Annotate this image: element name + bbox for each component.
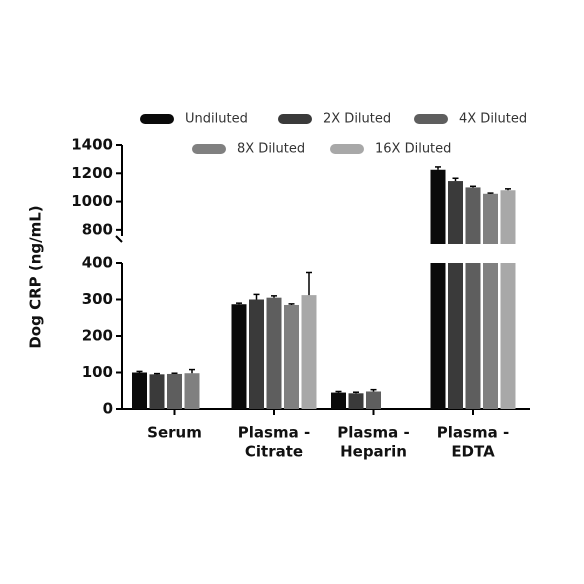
bar-upper [430, 169, 446, 244]
bar [430, 263, 446, 409]
legend-label: Undiluted [185, 112, 248, 127]
bar [465, 263, 481, 409]
bar [331, 392, 346, 409]
legend-label: 8X Diluted [237, 142, 305, 157]
legend-swatch [278, 114, 312, 124]
y-tick-label: 100 [82, 363, 113, 381]
y-tick-label: 1200 [71, 164, 113, 182]
legend-label: 2X Diluted [323, 112, 391, 127]
bar [500, 263, 516, 409]
axis-break [115, 235, 123, 243]
x-tick-label: Plasma - [337, 424, 409, 442]
legend-swatch [192, 144, 226, 154]
x-tick-label: Plasma - [437, 424, 509, 442]
legend-label: 4X Diluted [459, 112, 527, 127]
bar-upper [483, 193, 498, 244]
x-tick-label: Serum [147, 424, 202, 442]
bar [167, 373, 182, 409]
y-tick-label: 400 [82, 254, 113, 272]
x-tick-label: Citrate [245, 443, 303, 461]
y-tick-label: 800 [82, 220, 113, 238]
bar [366, 391, 381, 409]
bar [448, 263, 463, 409]
bar [132, 372, 147, 409]
bar-upper [448, 181, 463, 244]
x-tick-label: Heparin [340, 443, 407, 461]
y-tick-label: 1000 [71, 192, 113, 210]
x-tick-label: Plasma - [238, 424, 310, 442]
legend-swatch [140, 114, 174, 124]
bar [301, 295, 317, 409]
legend-swatch [414, 114, 448, 124]
bar [231, 304, 247, 409]
y-tick-label: 300 [82, 290, 113, 308]
legend-label: 16X Diluted [375, 142, 451, 157]
bar [284, 304, 299, 409]
bar-upper [500, 190, 516, 244]
bar-upper [465, 187, 481, 244]
bar [266, 297, 282, 409]
bar [249, 299, 264, 409]
y-tick-label: 200 [82, 327, 113, 345]
bar [184, 373, 200, 409]
y-axis-label: Dog CRP (ng/mL) [27, 205, 45, 348]
y-tick-label: 0 [103, 400, 113, 418]
y-tick-label: 1400 [71, 136, 113, 154]
x-tick-label: EDTA [451, 443, 495, 461]
bar [149, 374, 165, 409]
bar [348, 393, 364, 409]
bar [483, 263, 498, 409]
legend-swatch [330, 144, 364, 154]
